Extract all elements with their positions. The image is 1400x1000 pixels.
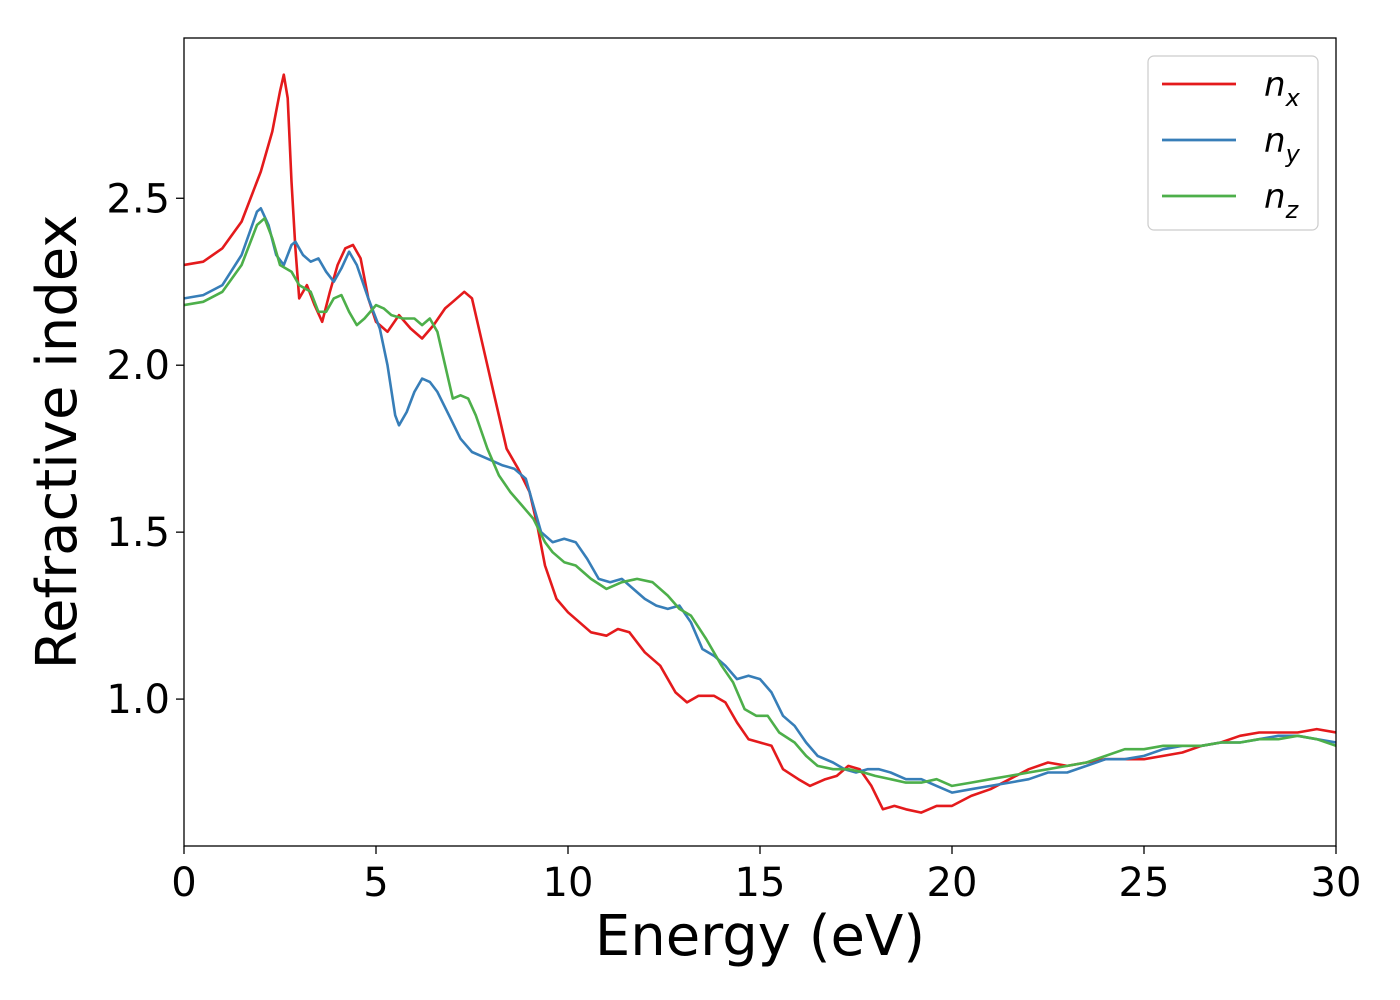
legend-label-n-x: nx	[1264, 65, 1301, 112]
series-line-n-y	[184, 207, 1336, 794]
y-axis: 1.0 1.5 2.0 2.5	[106, 176, 184, 723]
legend-label-n-y: ny	[1264, 121, 1301, 168]
x-tick-label: 0	[171, 860, 196, 906]
series-line-n-x	[184, 73, 1336, 814]
legend: nx ny nz	[1147, 55, 1319, 231]
plot-area	[184, 73, 1336, 814]
x-tick-label: 30	[1311, 860, 1362, 906]
y-tick-label: 2.0	[106, 343, 170, 389]
y-tick-label: 2.5	[106, 176, 170, 222]
legend-box	[1147, 55, 1319, 231]
x-axis: 0 5 10 15 20 25 30	[171, 846, 1361, 906]
x-tick-label: 5	[363, 860, 388, 906]
x-tick-label: 15	[735, 860, 786, 906]
y-tick-label: 1.5	[106, 510, 170, 556]
x-tick-label: 10	[543, 860, 594, 906]
x-tick-label: 25	[1119, 860, 1170, 906]
series-line-n-z	[184, 217, 1336, 788]
y-tick-label: 1.0	[106, 677, 170, 723]
legend-label-n-z: nz	[1264, 177, 1300, 224]
x-axis-title: Energy (eV)	[595, 904, 925, 969]
x-tick-label: 20	[927, 860, 978, 906]
y-axis-title: Refractive index	[25, 215, 90, 670]
